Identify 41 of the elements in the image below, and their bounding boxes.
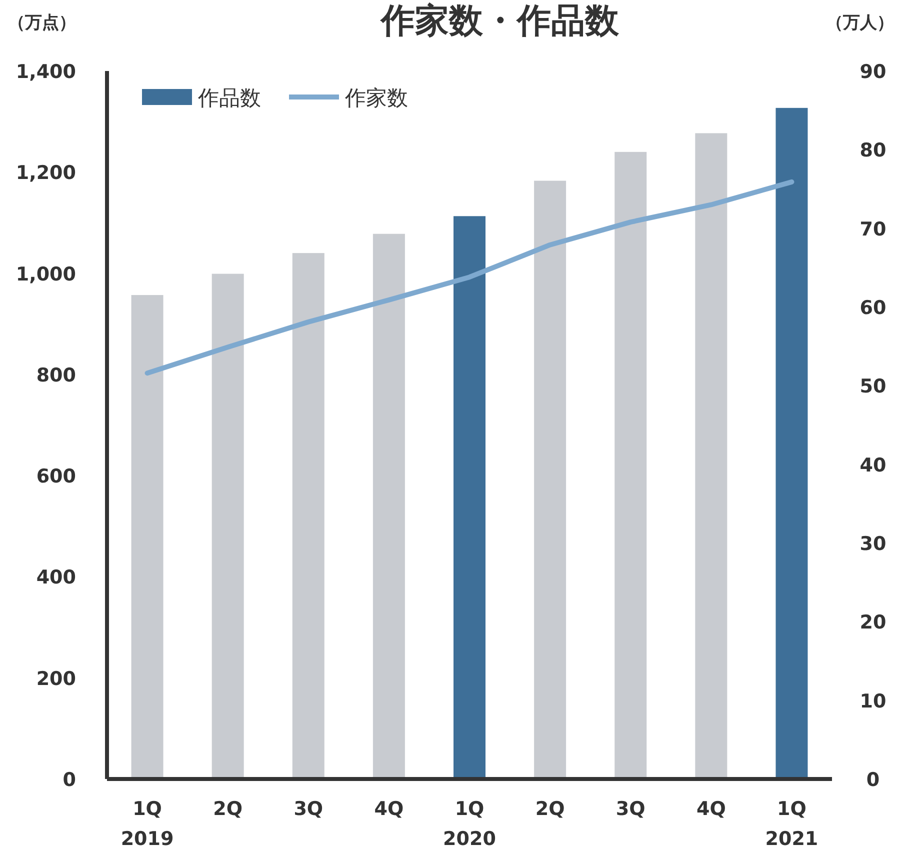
x-tick-label: 1Q 2021 <box>765 798 818 850</box>
bar <box>372 234 405 779</box>
bar <box>131 295 164 779</box>
y-axis-title: （万点） <box>8 13 76 33</box>
bar <box>212 274 244 779</box>
bar <box>614 152 647 779</box>
y-tick-label: 600 <box>36 466 76 488</box>
x-tick-label: 4Q <box>696 798 726 820</box>
y2-axis-title: （万人） <box>826 13 894 33</box>
x-tick-label: 1Q 2020 <box>443 798 496 850</box>
y2-tick-label: 60 <box>860 297 886 319</box>
chart-title: 作家数・作品数 <box>379 1 620 41</box>
y2-tick-label: 30 <box>860 533 886 555</box>
y2-tick-label: 10 <box>860 690 886 712</box>
y2-tick-label: 0 <box>866 769 880 791</box>
y-tick-label: 200 <box>36 668 76 690</box>
x-tick-label: 2Q <box>213 798 243 820</box>
y-tick-label: 400 <box>36 566 76 589</box>
y2-tick-label: 40 <box>860 454 886 476</box>
y-tick-label: 1,400 <box>16 61 76 83</box>
legend-label: 作家数 <box>344 86 408 110</box>
bar <box>695 133 728 779</box>
legend-label: 作品数 <box>197 86 261 110</box>
x-tick-label: 4Q <box>374 798 404 820</box>
y-tick-label: 1,000 <box>16 263 76 286</box>
y-tick-label: 1,200 <box>16 162 76 184</box>
y2-tick-label: 70 <box>860 218 886 240</box>
bar <box>776 108 808 779</box>
x-tick-label: 3Q <box>294 798 324 820</box>
x-tick-label: 1Q 2019 <box>120 798 174 850</box>
x-tick-label: 2Q <box>535 798 565 820</box>
y2-tick-label: 90 <box>860 61 886 83</box>
y2-tick-label: 20 <box>860 612 886 634</box>
bar <box>454 216 486 779</box>
y2-tick-label: 50 <box>860 376 886 398</box>
bar <box>292 253 324 779</box>
y2-tick-label: 80 <box>860 140 886 162</box>
x-tick-label: 3Q <box>616 798 646 820</box>
y-tick-label: 0 <box>62 769 76 791</box>
y-tick-label: 800 <box>36 364 76 386</box>
bar <box>534 180 566 779</box>
